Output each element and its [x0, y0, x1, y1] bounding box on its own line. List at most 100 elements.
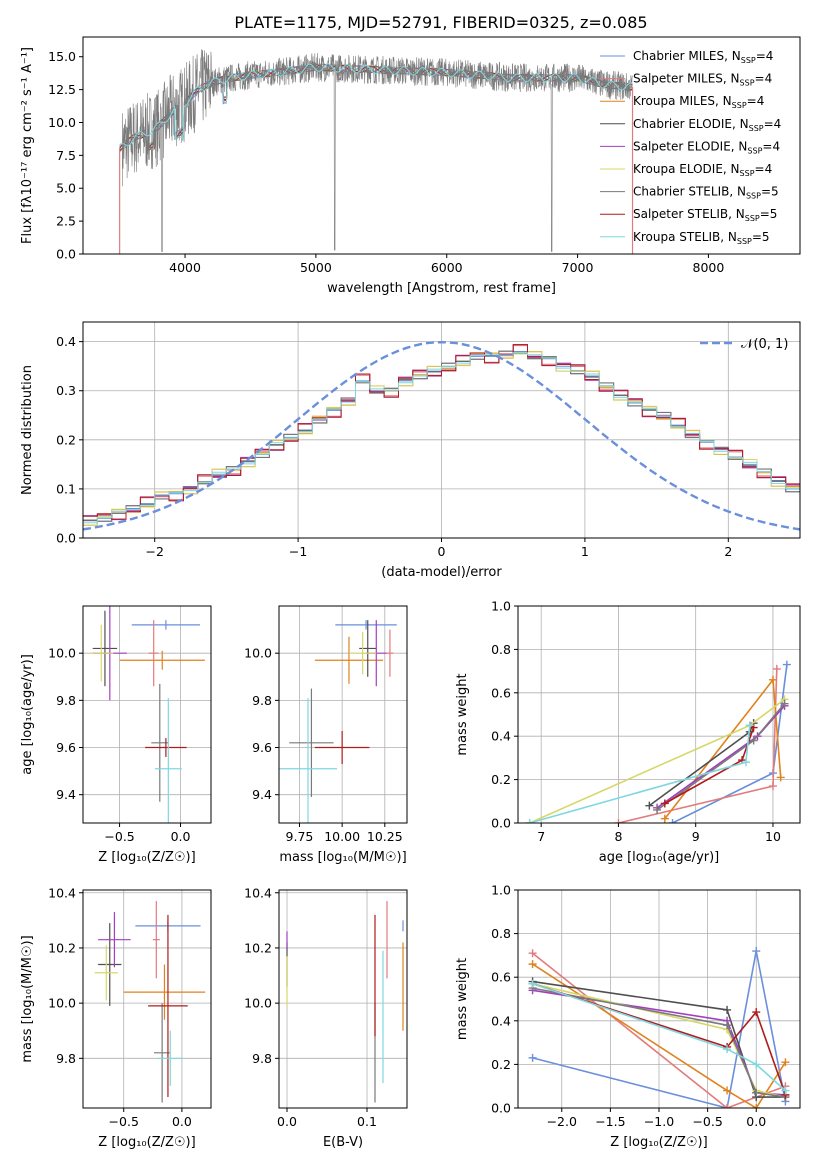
- mass-weight-marker: [780, 699, 789, 708]
- x-tick-label: −0.5: [104, 829, 134, 844]
- y-tick-label: 2.5: [56, 214, 76, 229]
- y-tick-label: 9.8: [252, 1051, 272, 1066]
- mass-weight-line: [532, 963, 787, 1108]
- x-tick-label: 10.00: [324, 829, 360, 844]
- mass-weight-marker: [749, 736, 758, 745]
- mass-weight-line: [532, 952, 786, 1108]
- y-tick-label: 9.6: [56, 740, 76, 755]
- legend-entry: Chabrier MILES, NSSP=4: [633, 49, 773, 65]
- x-tick-label: 2: [724, 544, 732, 559]
- y-tick-label: 9.4: [252, 787, 272, 802]
- y-tick-label: 10.4: [48, 885, 76, 900]
- legend-entry: Salpeter MILES, NSSP=4: [633, 72, 772, 88]
- grid: [518, 889, 800, 1109]
- y-tick-label: 0.0: [491, 816, 511, 831]
- x-tick-label: 4000: [169, 260, 201, 275]
- grid: [83, 890, 211, 1108]
- spectrum-plot: [119, 49, 634, 254]
- x-tick-label: 8000: [693, 260, 725, 275]
- x-tick-label: 0.1: [357, 1114, 377, 1129]
- mass-weight-marker: [782, 660, 791, 669]
- y-tick-label: 10.4: [244, 885, 272, 900]
- ticks: −2 −1 0 1 2 0.0 0.1 0.2 0.3 0.4: [56, 334, 732, 559]
- x-tick-label: 7000: [562, 260, 594, 275]
- x-axis-label: Z [log₁₀(Z/Z☉)]: [610, 1135, 707, 1150]
- y-axis-label: age [log₁₀(age/yr)]: [20, 654, 35, 775]
- panel-weight_vs_age: 7 8 9 10 0.0 0.2 0.4 0.6 0.8 1.0 age [log₁₀(age/yr…: [455, 599, 801, 865]
- x-axis-label: Z [log₁₀(Z/Z☉)]: [98, 850, 195, 865]
- axes-frame: [82, 605, 212, 824]
- y-tick-label: 10.0: [244, 646, 272, 661]
- mass-weight-marker: [752, 1060, 761, 1069]
- histogram-step: [83, 352, 800, 524]
- x-axis-label: Z [log₁₀(Z/Z☉)]: [98, 1135, 195, 1150]
- mass-weight-marker: [781, 1086, 790, 1095]
- axes-frame: [517, 605, 801, 824]
- y-tick-label: 5.0: [56, 181, 76, 196]
- panel-mass_vs_Z: −0.5 0.0 9.8 10.0 10.2 10.4 Z [log₁₀(Z/Z☉)] mas…: [20, 885, 212, 1150]
- y-tick-label: 1.0: [491, 883, 511, 898]
- legend: Chabrier MILES, NSSP=4 Salpeter MILES, NS…: [600, 49, 781, 246]
- axes-frame: [82, 36, 801, 255]
- mass-weight-marker: [528, 1053, 537, 1062]
- plot-area: [286, 901, 404, 1103]
- histogram-step: [83, 350, 800, 522]
- histogram-step: [83, 351, 800, 526]
- y-tick-label: 0.0: [56, 247, 76, 262]
- mass-weight-marker: [645, 801, 654, 810]
- ticks: 9.75 10.00 10.25 9.4 9.6 9.8 10.0: [244, 646, 403, 844]
- histogram-step: [83, 350, 800, 522]
- y-axis-label: Normed distribution: [20, 365, 35, 495]
- x-axis-label: mass [log₁₀(M/M☉)]: [279, 850, 406, 865]
- panel-mass_vs_ebv: 0.0 0.1 9.8 10.0 10.2 10.4 E(B-V): [244, 885, 408, 1150]
- panel-residuals: −2 −1 0 1 2 0.0 0.1 0.2 0.3 0.4 (data-model)/error…: [20, 321, 801, 580]
- histogram-step: [83, 345, 800, 520]
- ticks: −0.5 0.0 9.8 10.0 10.2 10.4: [48, 885, 192, 1129]
- y-tick-label: 15.0: [48, 49, 76, 64]
- mass-weight-marker: [741, 758, 750, 767]
- y-axis-label: Flux [fλ10⁻¹⁷ erg cm⁻² s⁻¹ A⁻¹]: [20, 47, 35, 244]
- x-axis-label: (data-model)/error: [381, 565, 502, 580]
- y-tick-label: 0.3: [56, 383, 76, 398]
- x-tick-label: −2: [145, 544, 163, 559]
- histogram-step: [83, 344, 800, 520]
- y-tick-label: 0.1: [56, 481, 76, 496]
- mass-weight-line: [656, 705, 786, 809]
- y-tick-label: 0.2: [56, 432, 76, 447]
- y-tick-label: 0.6: [491, 685, 511, 700]
- mass-weight-marker: [745, 721, 754, 730]
- x-tick-label: 0.0: [277, 1114, 297, 1129]
- mass-weight-marker: [660, 814, 669, 823]
- y-tick-label: 0.6: [491, 970, 511, 985]
- y-tick-label: 7.5: [56, 148, 76, 163]
- y-tick-label: 0.0: [491, 1101, 511, 1116]
- y-tick-label: 12.5: [48, 82, 76, 97]
- mass-weight-marker: [768, 675, 777, 684]
- mass-weight-line: [532, 982, 786, 1092]
- y-tick-label: 9.8: [252, 693, 272, 708]
- plot-area: [279, 620, 397, 823]
- y-tick-label: 0.2: [491, 1057, 511, 1072]
- panel-weight_vs_Z: −2.0 −1.5 −1.0 −0.5 0.0 0.0 0.2 0.4 0.6 0.8 1.0 Z […: [455, 883, 801, 1150]
- mass-weight-marker: [723, 1104, 732, 1108]
- mass-weight-marker: [752, 1104, 761, 1108]
- y-tick-label: 9.8: [56, 693, 76, 708]
- histogram-step: [83, 351, 800, 526]
- mass-weight-marker: [660, 799, 669, 808]
- y-tick-label: 10.0: [244, 996, 272, 1011]
- x-tick-label: −1.5: [595, 1114, 625, 1129]
- axes-frame: [278, 889, 408, 1109]
- panel-spectrum: 4000 5000 6000 7000 8000 0.0 2.5 5.0 7.5 10.0 12.5…: [20, 36, 801, 296]
- x-axis-label: E(B-V): [323, 1135, 363, 1150]
- x-tick-label: 9.75: [286, 829, 314, 844]
- legend-entry: Salpeter STELIB, NSSP=5: [633, 207, 777, 223]
- mass-weight-marker: [781, 1058, 790, 1067]
- mass-weight-marker: [528, 979, 537, 988]
- x-tick-label: 0.0: [746, 1114, 766, 1129]
- y-tick-label: 9.8: [56, 1051, 76, 1066]
- legend-entry: Chabrier STELIB, NSSP=5: [633, 185, 779, 201]
- panel-age_vs_mass: 9.75 10.00 10.25 9.4 9.6 9.8 10.0 mass [log₁₀(M…: [244, 605, 408, 865]
- ticks: 7 8 9 10 0.0 0.2 0.4 0.6 0.8 1.0: [491, 599, 781, 845]
- x-tick-label: 0: [438, 544, 446, 559]
